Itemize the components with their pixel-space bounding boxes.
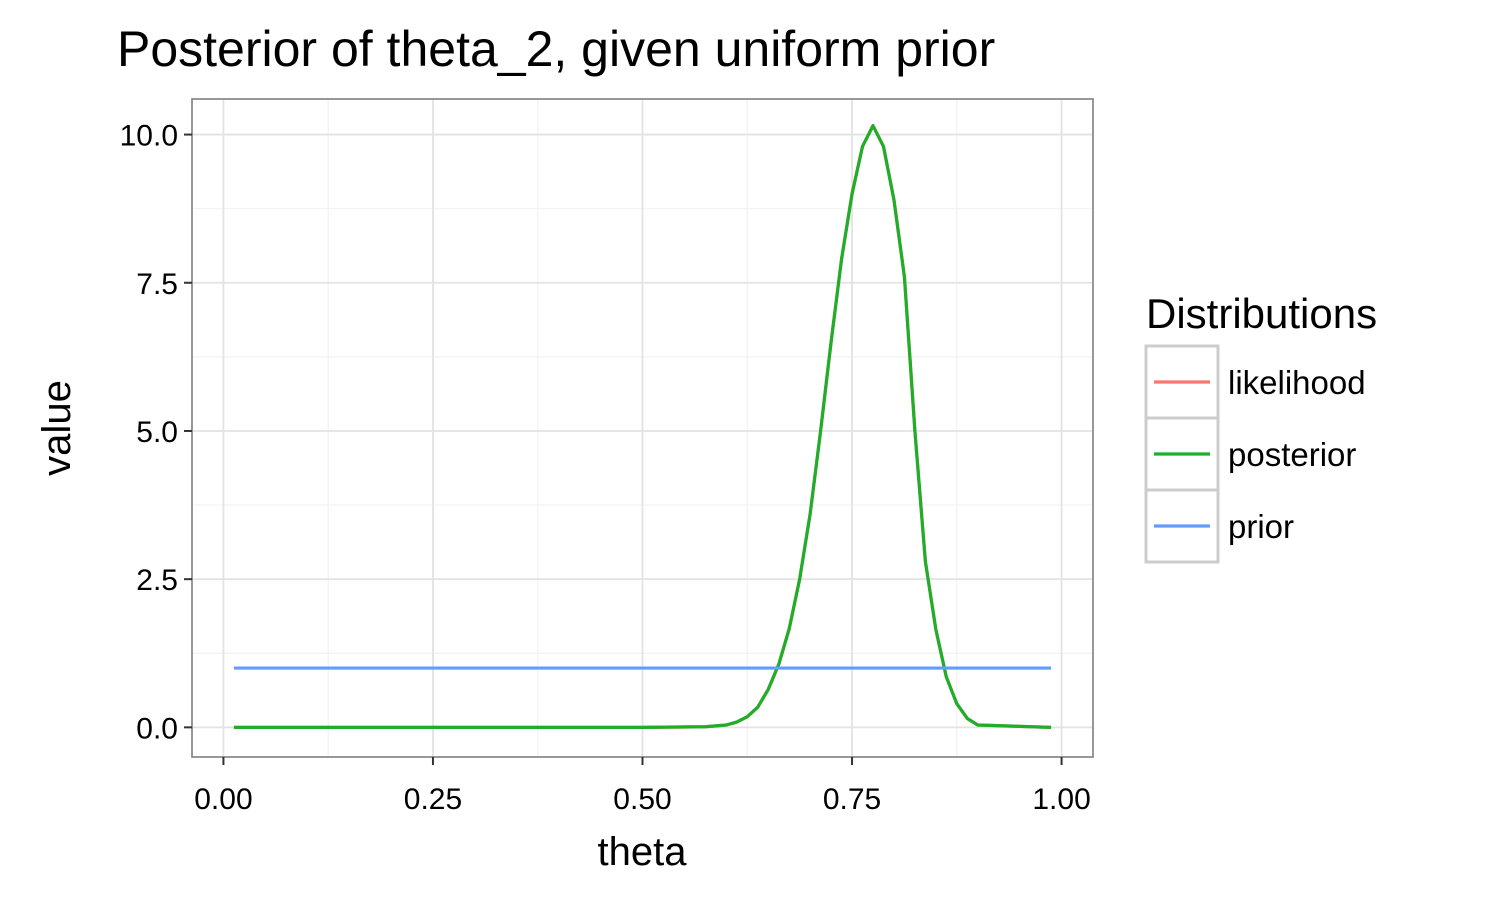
- y-tick-label: 2.5: [136, 564, 178, 597]
- y-axis-title: value: [35, 380, 79, 476]
- y-tick-label: 10.0: [120, 120, 178, 153]
- x-tick-label: 0.25: [404, 783, 462, 816]
- chart-title: Posterior of theta_2, given uniform prio…: [117, 21, 995, 77]
- x-tick-label: 0.75: [823, 783, 881, 816]
- legend: Distributions likelihood posterior prior: [1144, 290, 1377, 564]
- x-tick-label: 0.00: [194, 783, 252, 816]
- legend-label-posterior: posterior: [1228, 436, 1356, 473]
- x-axis-title: theta: [598, 830, 688, 874]
- legend-entries: likelihood posterior prior: [1144, 344, 1366, 564]
- plot-area: [191, 98, 1094, 758]
- y-axis: 0.0 2.5 5.0 7.5 10.0: [120, 120, 192, 745]
- series-line-posterior: [233, 124, 1052, 729]
- series-layer: [233, 124, 1052, 729]
- x-axis: 0.00 0.25 0.50 0.75 1.00: [194, 757, 1091, 816]
- x-tick-label: 0.50: [613, 783, 671, 816]
- legend-title: Distributions: [1146, 290, 1377, 337]
- y-tick-label: 7.5: [136, 268, 178, 301]
- y-tick-label: 0.0: [136, 712, 178, 745]
- y-tick-label: 5.0: [136, 416, 178, 449]
- legend-label-likelihood: likelihood: [1228, 364, 1366, 401]
- legend-label-prior: prior: [1228, 508, 1294, 545]
- x-tick-label: 1.00: [1032, 783, 1090, 816]
